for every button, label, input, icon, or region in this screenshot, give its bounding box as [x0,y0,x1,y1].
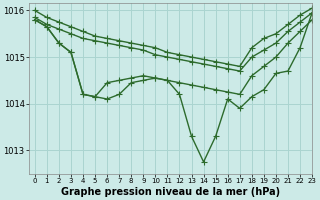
X-axis label: Graphe pression niveau de la mer (hPa): Graphe pression niveau de la mer (hPa) [61,187,280,197]
